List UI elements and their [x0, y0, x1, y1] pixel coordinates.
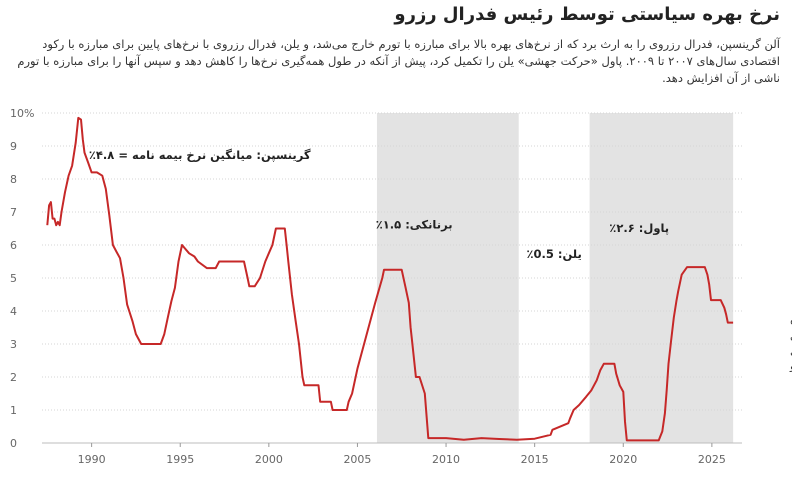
y-tick-label: 0	[10, 437, 17, 450]
series-end-label: رزرو	[789, 360, 792, 373]
x-tick-label: 2020	[609, 453, 637, 466]
grid-lines	[42, 112, 742, 444]
y-tick-label: 3	[10, 338, 17, 351]
y-tick-label: 1	[10, 404, 17, 417]
annotation-label: گرینسپن: میانگین نرخ بیمه نامه = ۴.۸٪	[89, 148, 311, 162]
series-end-label: نرخ بهره	[790, 315, 792, 328]
series-end-label: سیاستی	[790, 330, 792, 343]
shade-period	[589, 113, 734, 443]
plot-area	[46, 116, 734, 442]
y-tick-label: 10%	[10, 107, 34, 120]
chart-title: نرخ بهره سیاستی توسط رئیس فدرال رزرو	[394, 4, 780, 25]
y-tick-label: 8	[10, 173, 17, 186]
y-tick-label: 6	[10, 239, 17, 252]
x-tick-label: 2015	[521, 453, 549, 466]
y-tick-label: 5	[10, 272, 17, 285]
series-end-label: فدرال	[790, 345, 792, 358]
x-axis: 1990 1995 2000 2005 2010 2015 2020 2025	[78, 443, 726, 466]
chair-label: یلن: 0.5٪	[526, 247, 581, 261]
y-axis: 0 1 2 3 4 5 6 7 8 9 10%	[10, 107, 34, 450]
y-tick-label: 9	[10, 140, 17, 153]
x-tick-label: 2010	[432, 453, 460, 466]
chair-label: پاول: ۲.۶٪	[609, 221, 669, 236]
x-tick-label: 2005	[343, 453, 371, 466]
y-tick-label: 4	[10, 305, 17, 318]
series-line	[46, 116, 734, 442]
annotations: برنانکی: ۱.۵٪ یلن: 0.5٪ پاول: ۲.۶٪ گرینسپن:…	[89, 148, 792, 372]
x-tick-label: 2025	[698, 453, 726, 466]
x-tick-label: 2000	[255, 453, 283, 466]
x-tick-label: 1995	[166, 453, 194, 466]
y-tick-label: 2	[10, 371, 17, 384]
x-tick-label: 1990	[78, 453, 106, 466]
y-tick-label: 7	[10, 206, 17, 219]
chart-description: آلن گرینسپن، فدرال رزروی را به ارث برد ک…	[17, 37, 780, 85]
chair-label: برنانکی: ۱.۵٪	[376, 218, 453, 232]
